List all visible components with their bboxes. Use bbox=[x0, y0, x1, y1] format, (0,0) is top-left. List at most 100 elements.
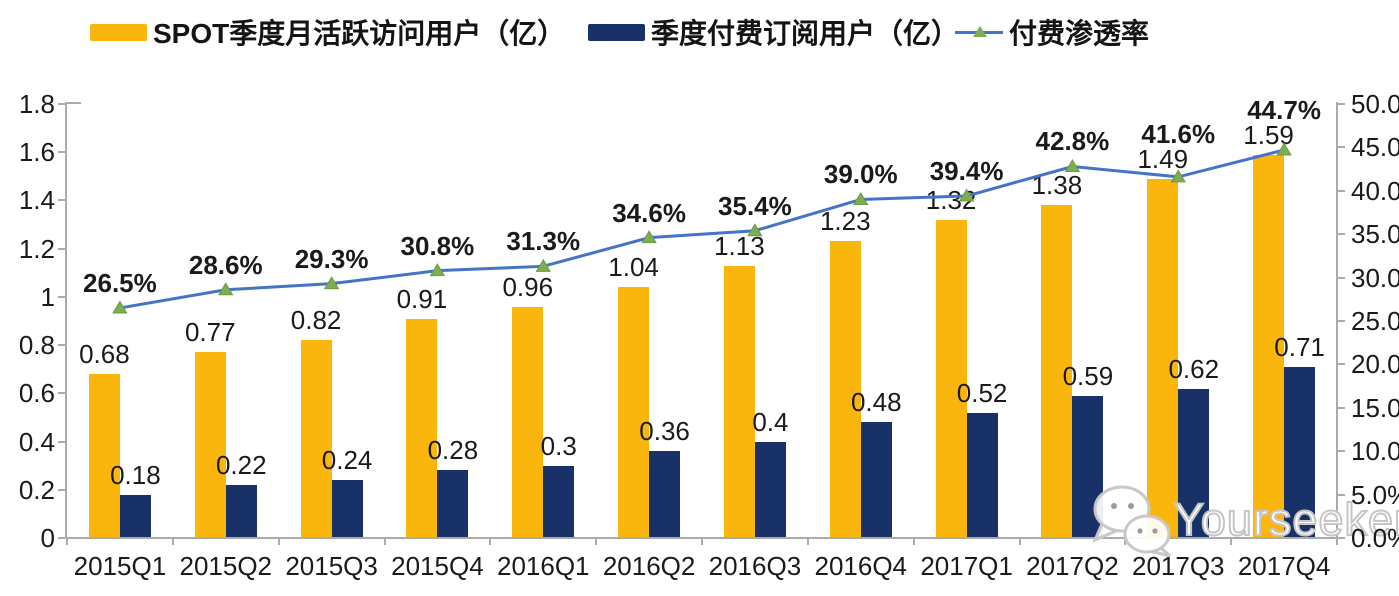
watermark-text: Yourseeker bbox=[1173, 494, 1399, 546]
y-axis-right-tick bbox=[1336, 406, 1345, 409]
x-axis-tick bbox=[806, 538, 809, 545]
y-axis-right-tick bbox=[1336, 320, 1345, 322]
y-axis-left-line bbox=[65, 102, 67, 538]
y-axis-left-tick-label: 0.2 bbox=[18, 474, 55, 505]
legend-triangle-marker-icon bbox=[973, 25, 987, 37]
penetration-marker bbox=[535, 258, 551, 272]
y-axis-right-tick-label: 30.0% bbox=[1351, 262, 1399, 293]
x-axis-tick-label: 2015Q1 bbox=[73, 551, 167, 581]
subscriber-bar-value-label: 0.59 bbox=[1062, 360, 1114, 391]
penetration-marker bbox=[429, 263, 446, 277]
y-axis-right-tick bbox=[1336, 363, 1345, 366]
y-axis-right-tick bbox=[1336, 537, 1345, 539]
penetration-marker bbox=[853, 191, 869, 205]
legend-label-mau: SPOT季度月活跃访问用户（亿） bbox=[153, 18, 566, 49]
penetration-value-label: 35.4% bbox=[718, 190, 792, 221]
mau-bar bbox=[406, 318, 438, 537]
penetration-marker bbox=[218, 282, 234, 296]
subscriber-bar bbox=[331, 480, 363, 537]
y-axis-right-tick bbox=[1336, 103, 1345, 105]
subscriber-bar bbox=[649, 451, 681, 537]
y-axis-left-tick bbox=[58, 199, 66, 202]
y-axis-left-tick bbox=[58, 151, 66, 154]
penetration-value-label: 42.8% bbox=[1035, 126, 1110, 157]
y-axis-left-tick-label: 0.8 bbox=[18, 330, 55, 361]
x-axis-tick bbox=[701, 538, 703, 545]
subscriber-bar-value-label: 0.24 bbox=[321, 445, 373, 476]
x-axis-tick-label: 2015Q2 bbox=[179, 551, 273, 581]
penetration-marker bbox=[641, 230, 657, 244]
y-axis-left-top-cap bbox=[65, 102, 81, 104]
subscriber-bar-value-label: 0.71 bbox=[1274, 331, 1325, 362]
x-axis-tick bbox=[1230, 538, 1233, 545]
x-axis-tick-label: 2016Q4 bbox=[814, 551, 908, 581]
y-axis-left-tick-label: 1 bbox=[40, 281, 55, 312]
x-axis-tick-label: 2015Q4 bbox=[391, 551, 484, 581]
mau-bar-value-label: 1.49 bbox=[1137, 143, 1189, 174]
y-axis-right-tick-label: 40.0% bbox=[1351, 175, 1399, 206]
y-axis-left-tick bbox=[58, 488, 66, 491]
subscriber-bar bbox=[860, 422, 892, 537]
penetration-value-label: 39.0% bbox=[823, 159, 898, 190]
y-axis-right-tick-label: 0.0% bbox=[1351, 523, 1399, 553]
x-axis-tick bbox=[1018, 538, 1021, 545]
y-axis-right-tick-label: 10.0% bbox=[1351, 436, 1399, 467]
penetration-marker bbox=[112, 300, 128, 314]
y-axis-right-tick-label: 45.0% bbox=[1351, 132, 1399, 163]
x-axis-tick bbox=[66, 538, 68, 545]
legend-line-sample bbox=[955, 25, 1003, 37]
y-axis-left-tick-label: 1.4 bbox=[18, 185, 55, 216]
mau-bar-value-label: 0.91 bbox=[396, 283, 448, 314]
y-axis-left-tick bbox=[58, 103, 66, 105]
subscriber-bar bbox=[754, 441, 786, 537]
legend-item-subscribers: 季度付费订阅用户（亿） bbox=[588, 17, 959, 49]
penetration-value-label: 26.5% bbox=[83, 267, 157, 298]
y-axis-right-tick bbox=[1336, 146, 1345, 149]
subscriber-bar bbox=[225, 484, 257, 537]
mau-bar-value-label: 0.82 bbox=[290, 305, 342, 336]
y-axis-left-tick-label: 0.4 bbox=[18, 426, 55, 457]
subscriber-bar bbox=[437, 470, 469, 537]
y-axis-right-tick bbox=[1336, 189, 1345, 192]
y-axis-right-tick-label: 5.0% bbox=[1351, 479, 1399, 510]
subscriber-bar-value-label: 0.28 bbox=[427, 435, 479, 466]
subscriber-bar bbox=[1284, 366, 1316, 537]
x-axis-tick bbox=[171, 538, 174, 545]
y-axis-left-tick-label: 1.8 bbox=[18, 89, 55, 119]
subscriber-bar bbox=[1178, 388, 1210, 537]
mau-bar bbox=[618, 287, 650, 537]
mau-bar-value-label: 0.68 bbox=[79, 339, 130, 370]
x-axis-tick-label: 2016Q2 bbox=[602, 551, 696, 581]
legend-label-penetration: 付费渗透率 bbox=[1009, 18, 1150, 49]
mau-bar-value-label: 0.96 bbox=[502, 271, 554, 302]
x-axis-tick bbox=[1336, 538, 1338, 545]
legend-item-mau: SPOT季度月活跃访问用户（亿） bbox=[90, 17, 565, 49]
y-axis-right-tick-label: 20.0% bbox=[1351, 349, 1399, 380]
x-axis-tick-label: 2017Q4 bbox=[1237, 551, 1331, 581]
subscriber-bar-value-label: 0.3 bbox=[540, 430, 577, 461]
y-axis-right-tick-label: 50.0% bbox=[1351, 89, 1399, 119]
subscriber-bar-value-label: 0.18 bbox=[110, 459, 161, 490]
legend-label-subscribers: 季度付费订阅用户（亿） bbox=[651, 18, 960, 49]
x-axis-tick-label: 2017Q2 bbox=[1026, 551, 1119, 581]
penetration-marker bbox=[323, 276, 340, 290]
x-axis-tick-label: 2017Q1 bbox=[920, 551, 1013, 581]
subscriber-bar bbox=[543, 465, 575, 537]
subscriber-bar-value-label: 0.48 bbox=[850, 387, 902, 418]
penetration-value-label: 39.4% bbox=[929, 156, 1004, 186]
penetration-value-label: 44.7% bbox=[1247, 94, 1321, 125]
y-axis-left-tick bbox=[58, 295, 66, 298]
mau-bar-value-label: 1.59 bbox=[1243, 119, 1294, 150]
legend-swatch-mau-bar bbox=[90, 23, 147, 41]
x-axis-tick-label: 2016Q3 bbox=[708, 551, 802, 581]
y-axis-left-tick-label: 1.2 bbox=[18, 233, 55, 264]
y-axis-left-tick-label: 0 bbox=[40, 523, 55, 553]
mau-bar bbox=[194, 352, 226, 537]
mau-bar bbox=[512, 306, 544, 537]
subscriber-bar-value-label: 0.22 bbox=[215, 449, 267, 480]
mau-bar bbox=[300, 340, 332, 537]
mau-bar bbox=[88, 374, 120, 537]
penetration-value-label: 34.6% bbox=[612, 197, 686, 228]
subscriber-bar-value-label: 0.4 bbox=[752, 406, 789, 437]
x-axis-tick bbox=[489, 538, 492, 545]
